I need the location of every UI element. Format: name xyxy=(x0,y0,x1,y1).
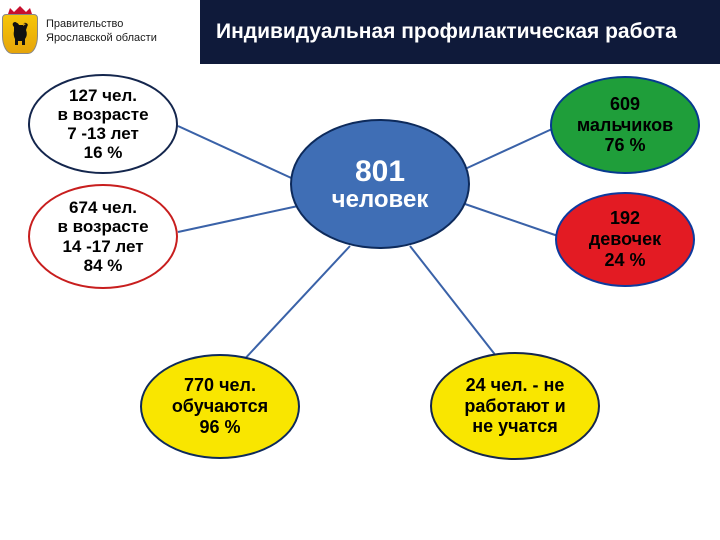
l: в возрасте xyxy=(36,105,170,124)
connector-line xyxy=(240,246,350,364)
l: 674 чел. xyxy=(36,198,170,217)
bear-icon xyxy=(11,21,31,47)
l: 14 -17 лет xyxy=(36,237,170,256)
connector-line xyxy=(465,204,558,236)
l: 609 xyxy=(558,94,692,115)
l: 127 чел. xyxy=(36,86,170,105)
government-label: Правительство Ярославской области xyxy=(46,18,157,46)
l: 84 % xyxy=(36,256,170,275)
l: 24 чел. - не xyxy=(438,375,592,396)
node-center-label: человек xyxy=(298,187,462,212)
title-banner: Индивидуальная профилактическая работа xyxy=(200,0,720,64)
l: работают и xyxy=(438,396,592,417)
connector-line xyxy=(178,126,300,182)
gov-line-1: Правительство xyxy=(46,18,157,32)
l: 7 -13 лет xyxy=(36,124,170,143)
l: девочек xyxy=(563,229,687,250)
l: 16 % xyxy=(36,143,170,162)
l: не учатся xyxy=(438,416,592,437)
gov-line-2: Ярославской области xyxy=(46,32,157,46)
coat-of-arms-icon xyxy=(2,10,38,54)
l: 770 чел. xyxy=(148,375,292,396)
crown-icon xyxy=(8,6,32,14)
l: 76 % xyxy=(558,135,692,156)
shield-icon xyxy=(2,14,38,54)
node-girls: 192 девочек 24 % xyxy=(555,192,695,287)
page-title: Индивидуальная профилактическая работа xyxy=(216,20,677,44)
node-center: 801 человек xyxy=(290,119,470,249)
node-boys: 609 мальчиков 76 % xyxy=(550,76,700,174)
header: Правительство Ярославской области Индиви… xyxy=(0,0,720,64)
l: мальчиков xyxy=(558,115,692,136)
l: 96 % xyxy=(148,417,292,438)
node-age-14-17: 674 чел. в возрасте 14 -17 лет 84 % xyxy=(28,184,178,289)
connector-line xyxy=(465,129,552,169)
connector-line xyxy=(178,206,298,232)
connector-line xyxy=(410,246,500,361)
l: в возрасте xyxy=(36,217,170,236)
l: 24 % xyxy=(563,250,687,271)
l: 192 xyxy=(563,208,687,229)
l: обучаются xyxy=(148,396,292,417)
node-center-value: 801 xyxy=(298,156,462,188)
node-studying: 770 чел. обучаются 96 % xyxy=(140,354,300,459)
header-left: Правительство Ярославской области xyxy=(0,0,200,64)
node-not-working: 24 чел. - не работают и не учатся xyxy=(430,352,600,460)
slide-root: { "header": { "gov_line1": "Правительств… xyxy=(0,0,720,540)
node-age-7-13: 127 чел. в возрасте 7 -13 лет 16 % xyxy=(28,74,178,174)
diagram-canvas: 801 человек 127 чел. в возрасте 7 -13 ле… xyxy=(0,64,720,540)
